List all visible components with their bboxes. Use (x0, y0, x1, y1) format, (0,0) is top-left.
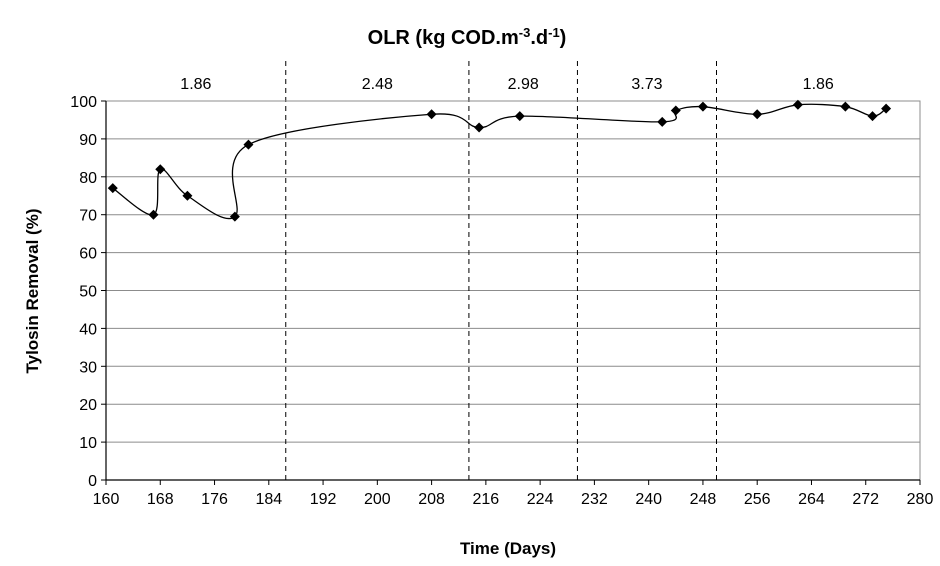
x-tick-label: 280 (907, 491, 934, 508)
y-tick-label: 10 (79, 435, 97, 452)
data-point-marker (752, 109, 763, 120)
x-tick-label: 224 (527, 491, 554, 508)
data-point-marker (243, 139, 254, 150)
y-tick-label: 50 (79, 284, 97, 301)
y-tick-label: 40 (79, 321, 97, 338)
phase-label: 2.98 (508, 76, 539, 93)
y-tick-label: 20 (79, 397, 97, 414)
x-tick-label: 200 (364, 491, 391, 508)
x-tick-label: 248 (690, 491, 717, 508)
x-tick-label: 256 (744, 491, 771, 508)
data-point-marker (514, 111, 525, 122)
data-point-marker (155, 164, 166, 175)
x-tick-label: 176 (201, 491, 228, 508)
series-line (112, 103, 887, 220)
x-tick-label: 208 (418, 491, 445, 508)
data-point-marker (107, 183, 118, 194)
data-point-marker (840, 101, 851, 112)
phase-label: 2.48 (362, 76, 393, 93)
phase-labels: 1.86 2.48 2.98 3.73 1.86 (180, 76, 834, 93)
data-point-marker (657, 116, 668, 127)
series (107, 99, 892, 222)
x-tick-label: 240 (635, 491, 662, 508)
y-tick-label: 80 (79, 170, 97, 187)
y-tick-label: 70 (79, 208, 97, 225)
data-point-marker (182, 190, 193, 201)
x-tick-label: 168 (147, 491, 174, 508)
x-tick-label: 216 (473, 491, 500, 508)
x-tick-label: 160 (93, 491, 120, 508)
tick-labels: 0 10 20 30 40 50 60 70 80 90 100 160 168 176 184 192 200… (70, 94, 933, 508)
x-tick-label: 272 (852, 491, 879, 508)
x-axis-label: Time (Days) (460, 539, 556, 558)
y-tick-label: 30 (79, 359, 97, 376)
data-point-marker (148, 209, 159, 220)
phase-label: 3.73 (631, 76, 662, 93)
phase-label: 1.86 (180, 76, 211, 93)
x-tick-label: 264 (798, 491, 825, 508)
y-axis-label: Tylosin Removal (%) (23, 209, 42, 374)
data-point-marker (792, 99, 803, 110)
x-tick-label: 232 (581, 491, 608, 508)
x-tick-label: 192 (310, 491, 337, 508)
axes (101, 100, 921, 485)
chart-title: OLR (kg COD.m-3.d-1) (368, 25, 567, 50)
data-point-marker (229, 211, 240, 222)
y-tick-label: 0 (88, 473, 97, 490)
y-tick-label: 60 (79, 246, 97, 263)
phase-boundaries (285, 61, 717, 480)
y-tick-label: 100 (70, 94, 97, 111)
x-tick-label: 184 (255, 491, 282, 508)
data-point-marker (426, 109, 437, 120)
data-point-marker (670, 105, 681, 116)
grid (106, 100, 920, 443)
data-point-marker (697, 101, 708, 112)
data-point-marker (881, 103, 892, 114)
y-tick-label: 90 (79, 132, 97, 149)
data-point-marker (474, 122, 485, 133)
phase-label: 1.86 (803, 76, 834, 93)
data-point-marker (867, 111, 878, 122)
